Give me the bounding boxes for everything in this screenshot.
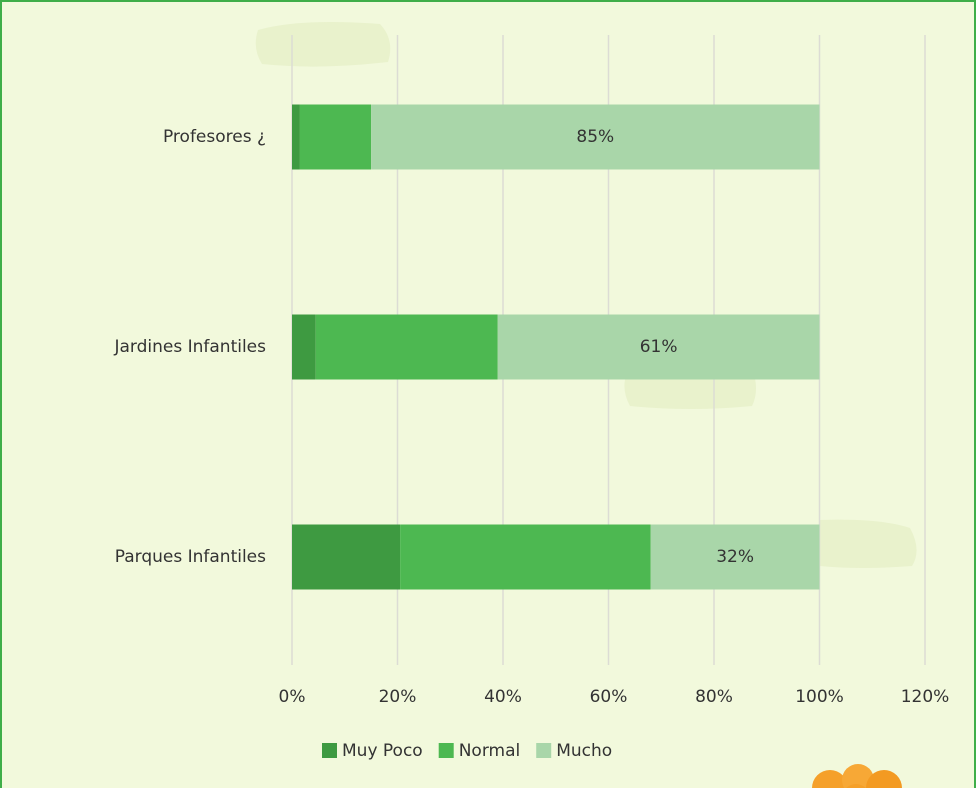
data-label: 85% (576, 127, 614, 147)
x-tick-label: 20% (379, 687, 417, 707)
y-tick-label: Jardines Infantiles (113, 337, 266, 357)
x-tick-label: 60% (590, 687, 628, 707)
x-tick-label: 40% (484, 687, 522, 707)
x-tick-label: 100% (795, 687, 844, 707)
legend-label: Mucho (556, 741, 612, 761)
decoration (820, 520, 917, 568)
x-tick-label: 120% (901, 687, 950, 707)
decoration (256, 22, 390, 67)
y-tick-label: Profesores ¿ (163, 127, 266, 147)
x-tick-label: 0% (279, 687, 306, 707)
bar-segment (292, 105, 300, 170)
bar-segment (300, 105, 371, 170)
legend-swatch (536, 743, 551, 758)
x-tick-label: 80% (695, 687, 733, 707)
data-label: 61% (640, 337, 678, 357)
chart: 0% 20% 40% 60% 80% 100% 120% Profesores ¿ 85% Jar… (0, 0, 976, 788)
bar-segment (292, 315, 316, 380)
data-label: 32% (716, 547, 754, 567)
bar-segment (292, 525, 400, 590)
legend-label: Normal (459, 741, 521, 761)
y-tick-label: Parques Infantiles (115, 547, 266, 567)
legend-swatch (439, 743, 454, 758)
bar-segment (316, 315, 498, 380)
bar-segment (400, 525, 651, 590)
legend-label: Muy Poco (342, 741, 423, 761)
legend-swatch (322, 743, 337, 758)
